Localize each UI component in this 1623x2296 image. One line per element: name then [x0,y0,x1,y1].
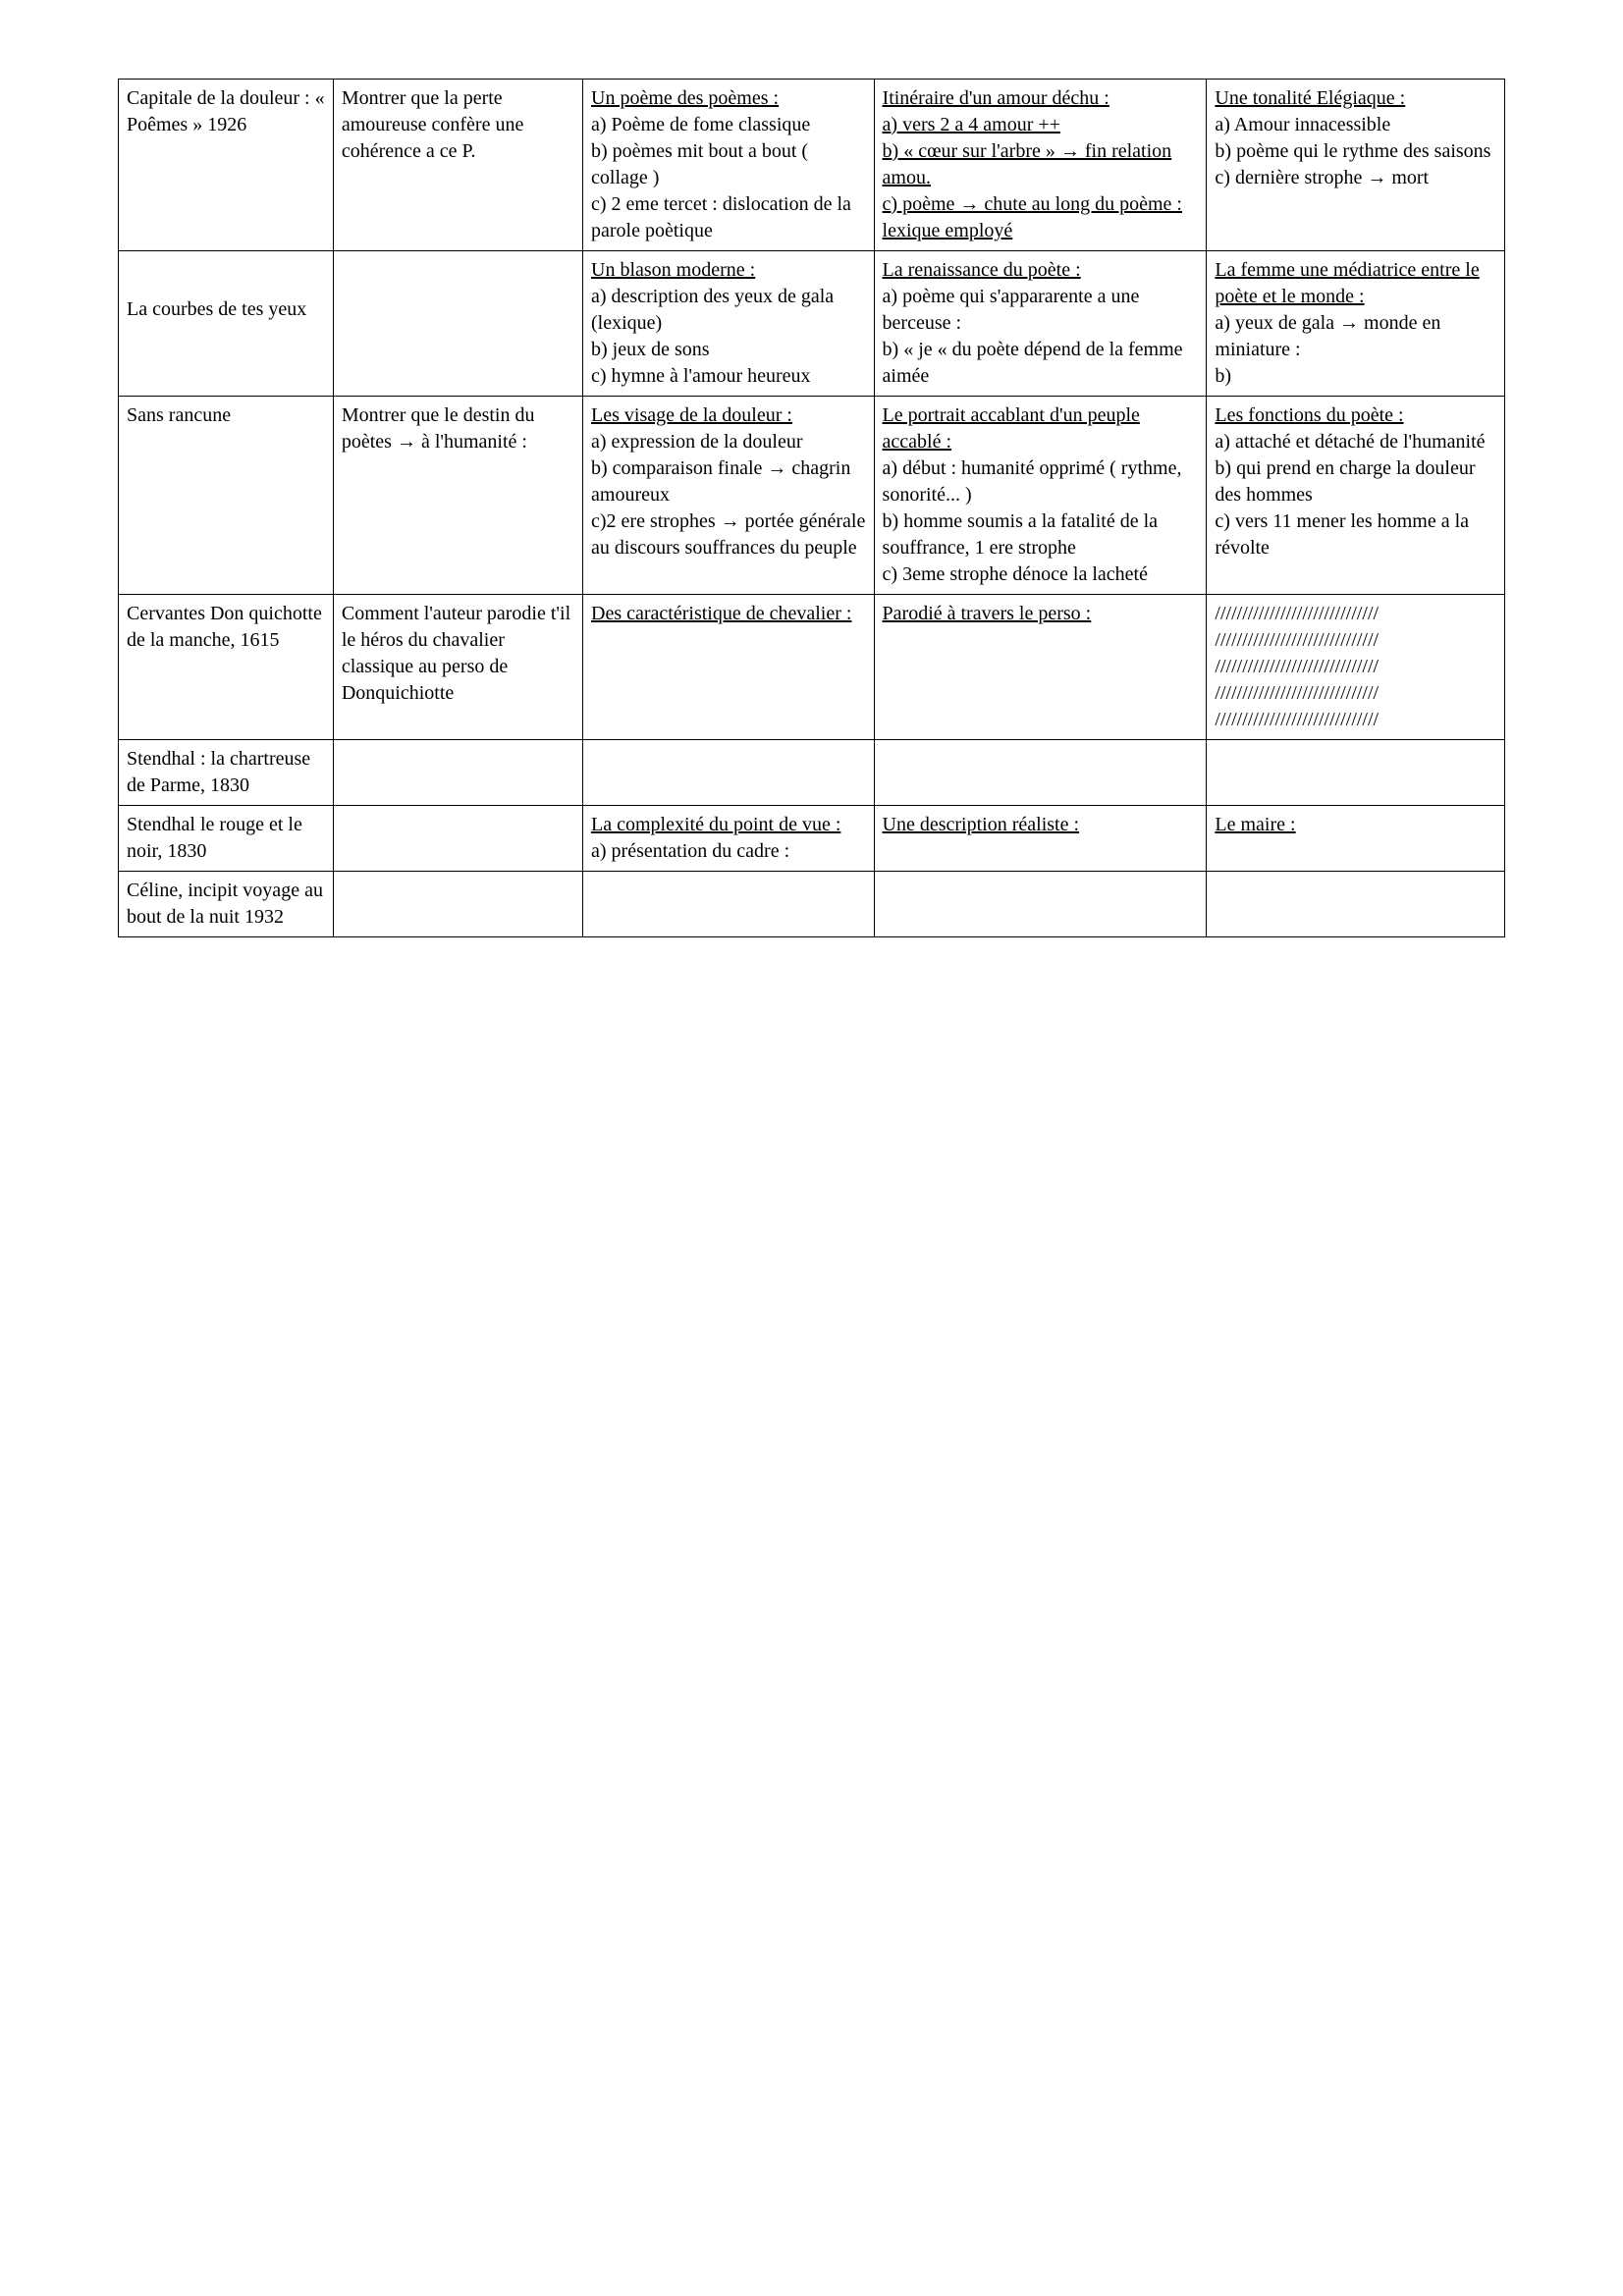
cell-text: a) Poème de fome classique [591,112,866,138]
table-cell: Une description réaliste : [874,806,1207,872]
cell-text: c) 2 eme tercet : dislocation de la paro… [591,191,866,244]
cell-text: La complexité du point de vue : [591,812,866,838]
cell-text: ////////////////////////////// [1215,627,1496,654]
cell-text: Capitale de la douleur : « Poêmes » 1926 [127,85,325,138]
cell-text: Montrer que le destin du poètes → à l'hu… [342,402,574,455]
cell-text: a) yeux de gala → monde en miniature : [1215,310,1496,363]
cell-text: La renaissance du poète : [883,257,1199,284]
table-cell [874,740,1207,806]
table-cell: Une tonalité Elégiaque : a) Amour innace… [1207,80,1505,251]
table-cell: Un blason moderne :a) description des ye… [583,251,875,397]
cell-text: c) dernière strophe → mort [1215,165,1496,191]
table-row: Céline, incipit voyage au bout de la nui… [119,872,1505,937]
cell-text: Stendhal le rouge et le noir, 1830 [127,812,325,865]
cell-text: Les fonctions du poète : [1215,402,1496,429]
table-row: Stendhal le rouge et le noir, 1830 La com… [119,806,1505,872]
cell-text: a) Amour innacessible [1215,112,1496,138]
table-cell [874,872,1207,937]
cell-text: b) homme soumis a la fatalité de la souf… [883,508,1199,561]
cell-text: Cervantes Don quichotte de la manche, 16… [127,601,325,654]
table-cell: Céline, incipit voyage au bout de la nui… [119,872,334,937]
cell-text: a) expression de la douleur [591,429,866,455]
table-cell: Comment l'auteur parodie t'il le héros d… [333,595,582,740]
table-cell: Cervantes Don quichotte de la manche, 16… [119,595,334,740]
table-cell [583,872,875,937]
cell-text: Parodié à travers le perso : [883,601,1199,627]
cell-text: c) 3eme strophe dénoce la lacheté [883,561,1199,588]
table-cell [1207,740,1505,806]
cell-text: a) attaché et détaché de l'humanité [1215,429,1496,455]
cell-text: c) hymne à l'amour heureux [591,363,866,390]
table-row: Cervantes Don quichotte de la manche, 16… [119,595,1505,740]
cell-text: b) [1215,363,1496,390]
table-cell: La femme une médiatrice entre le poète e… [1207,251,1505,397]
table-cell [333,872,582,937]
table-cell: La courbes de tes yeux [119,251,334,397]
cell-text: Un blason moderne : [591,257,866,284]
table-cell [583,740,875,806]
table-cell: Capitale de la douleur : « Poêmes » 1926 [119,80,334,251]
cell-text: Comment l'auteur parodie t'il le héros d… [342,601,574,707]
cell-text: b) « je « du poète dépend de la femme ai… [883,337,1199,390]
cell-text: Montrer que la perte amoureuse confère u… [342,85,574,165]
cell-text: Itinéraire d'un amour déchu : [883,85,1199,112]
cell-text: c) vers 11 mener les homme a la révolte [1215,508,1496,561]
cell-text: c) poème → chute au long du poème : lexi… [883,191,1199,244]
table-row: La courbes de tes yeux Un blason moderne … [119,251,1505,397]
cell-text: b) poèmes mit bout a bout ( collage ) [591,138,866,191]
table-cell: Montrer que la perte amoureuse confère u… [333,80,582,251]
cell-text: Des caractéristique de chevalier : [591,601,866,627]
cell-text: Les visage de la douleur : [591,402,866,429]
table-row: Sans rancune Montrer que le destin du poè… [119,397,1505,595]
table-cell: Les visage de la douleur :a) expression … [583,397,875,595]
cell-text: ////////////////////////////// [1215,680,1496,707]
table-cell [333,251,582,397]
cell-text: b) « cœur sur l'arbre » → fin relation a… [883,138,1199,191]
table-cell: Un poème des poèmes :a) Poème de fome cl… [583,80,875,251]
table-cell: Des caractéristique de chevalier : [583,595,875,740]
cell-text: Un poème des poèmes : [591,85,866,112]
table-cell [1207,872,1505,937]
cell-text: Stendhal : la chartreuse de Parme, 1830 [127,746,325,799]
table-cell: Montrer que le destin du poètes → à l'hu… [333,397,582,595]
cell-text: c)2 ere strophes → portée générale au di… [591,508,866,561]
table-cell: Le maire : [1207,806,1505,872]
cell-text: b) jeux de sons [591,337,866,363]
cell-text: Le maire : [1215,812,1496,838]
cell-text: b) qui prend en charge la douleur des ho… [1215,455,1496,508]
cell-text: ////////////////////////////// [1215,601,1496,627]
cell-text: a) vers 2 a 4 amour ++ [883,112,1199,138]
cell-text: Le portrait accablant d'un peuple accabl… [883,402,1199,455]
table-cell: Parodié à travers le perso : [874,595,1207,740]
table-cell: ////////////////////////////////////////… [1207,595,1505,740]
cell-text: Une description réaliste : [883,812,1199,838]
table-row: Stendhal : la chartreuse de Parme, 1830 [119,740,1505,806]
cell-text: Une tonalité Elégiaque : [1215,85,1496,112]
cell-text: a) présentation du cadre : [591,838,866,865]
cell-text: ////////////////////////////// [1215,707,1496,733]
cell-text: La courbes de tes yeux [127,257,325,362]
cell-text: a) début : humanité opprimé ( rythme, so… [883,455,1199,508]
table-cell: Stendhal le rouge et le noir, 1830 [119,806,334,872]
table-cell: La renaissance du poète :a) poème qui s'… [874,251,1207,397]
literature-table: Capitale de la douleur : « Poêmes » 1926… [118,79,1505,937]
table-cell: Itinéraire d'un amour déchu :a) vers 2 a… [874,80,1207,251]
cell-text: La femme une médiatrice entre le poète e… [1215,257,1496,310]
cell-text: b) poème qui le rythme des saisons [1215,138,1496,165]
table-cell: Les fonctions du poète :a) attaché et dé… [1207,397,1505,595]
table-cell: Le portrait accablant d'un peuple accabl… [874,397,1207,595]
cell-text: Céline, incipit voyage au bout de la nui… [127,878,325,931]
table-row: Capitale de la douleur : « Poêmes » 1926… [119,80,1505,251]
table-cell: La complexité du point de vue :a) présen… [583,806,875,872]
cell-text: Sans rancune [127,402,325,429]
table-cell: Sans rancune [119,397,334,595]
cell-text: ////////////////////////////// [1215,654,1496,680]
cell-text: a) poème qui s'appararente a une berceus… [883,284,1199,337]
table-cell [333,806,582,872]
cell-text: a) description des yeux de gala (lexique… [591,284,866,337]
table-cell: Stendhal : la chartreuse de Parme, 1830 [119,740,334,806]
cell-text: b) comparaison finale → chagrin amoureux [591,455,866,508]
table-cell [333,740,582,806]
